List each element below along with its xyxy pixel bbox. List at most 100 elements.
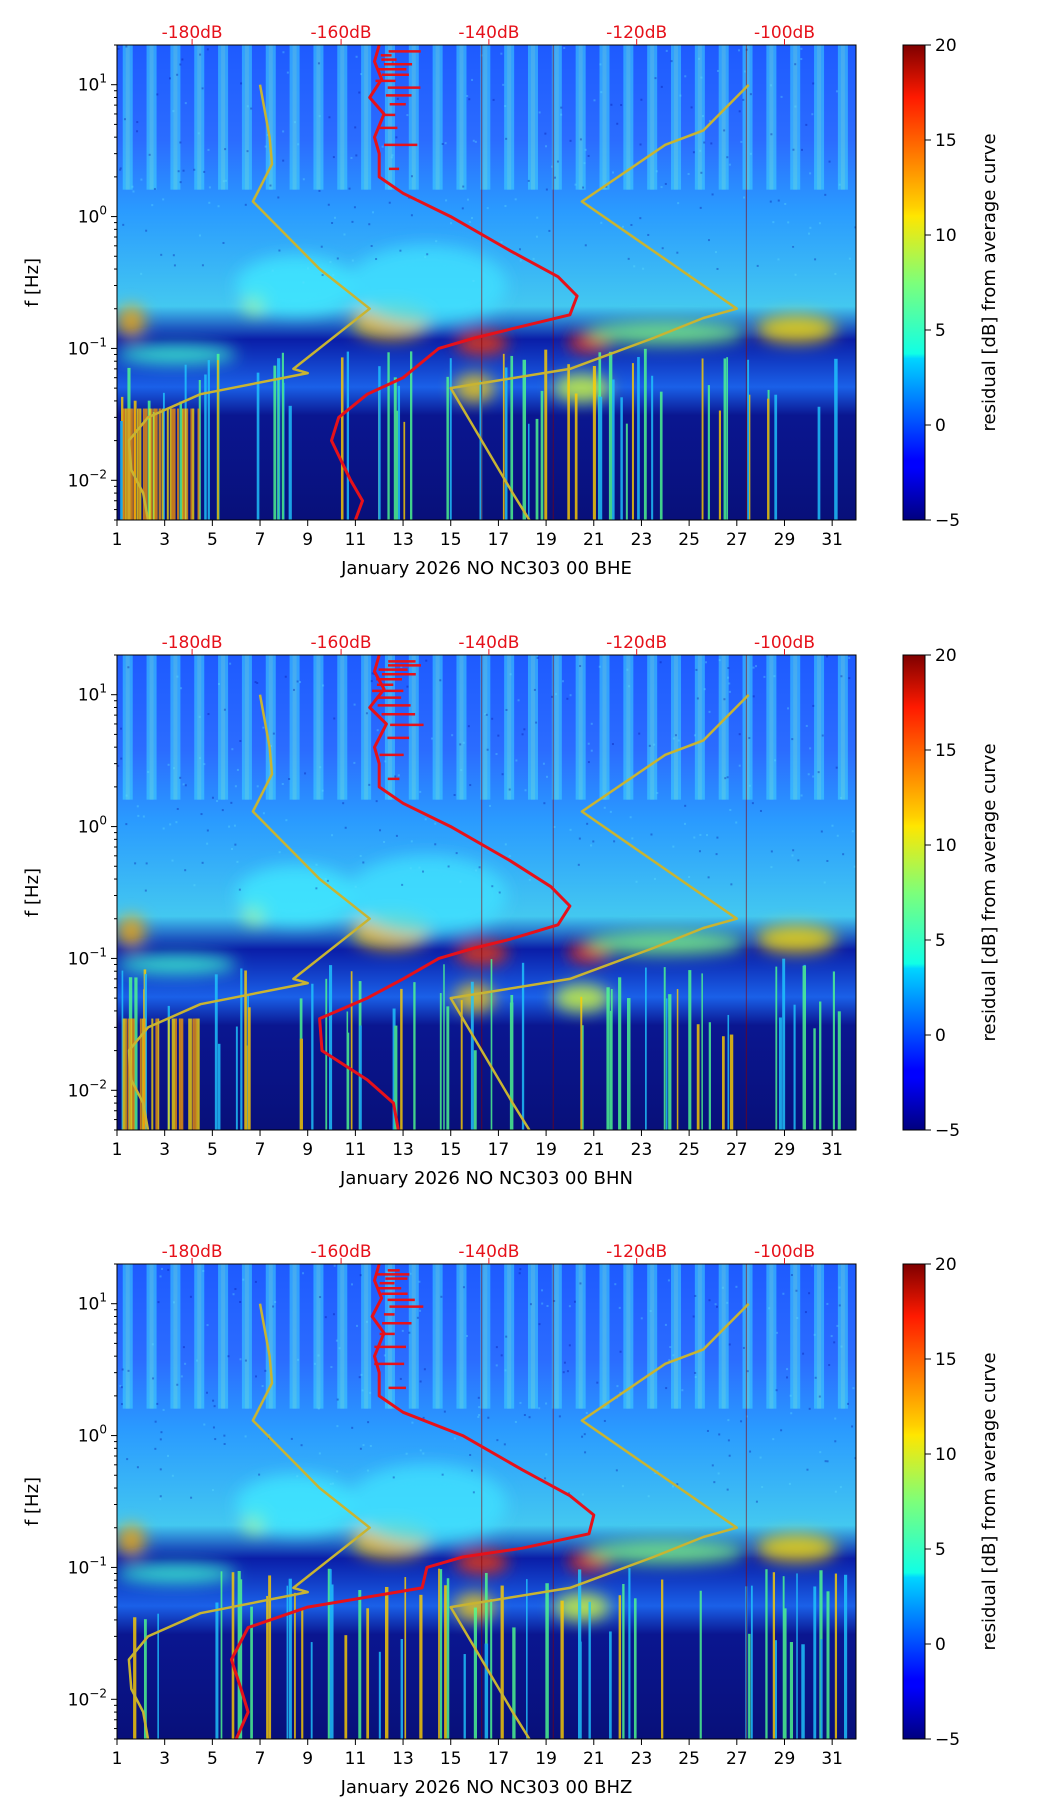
speckle — [728, 163, 731, 166]
microseism-blob — [756, 925, 837, 954]
speckle — [406, 685, 409, 688]
noise-column — [127, 408, 130, 520]
speckle — [640, 98, 643, 101]
speckle — [394, 775, 397, 778]
speckle — [434, 843, 437, 846]
speckle — [375, 258, 378, 261]
diurnal-stripe — [671, 1264, 682, 1409]
transient-spike — [659, 391, 663, 520]
speckle — [469, 784, 472, 787]
transient-spike — [311, 983, 314, 1130]
noise-column — [171, 1018, 174, 1130]
diurnal-stripe — [575, 45, 586, 190]
diurnal-stripe — [122, 1264, 133, 1409]
transient-spike — [358, 1590, 362, 1739]
transient-spike — [837, 1011, 841, 1130]
diurnal-stripe-core — [435, 45, 440, 190]
x-tick-label: 15 — [440, 1749, 462, 1769]
speckle — [538, 111, 541, 114]
top-db-label: -160dB — [311, 1242, 372, 1262]
y-tick-exponent: −1 — [89, 1554, 107, 1568]
diurnal-stripe — [480, 1264, 491, 1409]
spectrogram-plot-area — [117, 45, 856, 520]
speckle — [701, 115, 704, 118]
speckle — [358, 91, 361, 94]
diurnal-stripe-core — [411, 45, 416, 190]
speckle — [618, 1306, 621, 1309]
speckle — [120, 757, 123, 760]
transient-spike — [817, 406, 821, 520]
speckle — [587, 154, 590, 157]
speckle — [677, 739, 680, 742]
transient-spike — [419, 1594, 423, 1739]
diurnal-stripe — [814, 1264, 825, 1409]
diurnal-stripe — [241, 45, 252, 190]
speckle — [738, 49, 741, 52]
speckle — [250, 107, 253, 110]
noise-column — [149, 408, 152, 520]
transient-spike — [775, 966, 778, 1130]
speckle — [795, 1289, 798, 1292]
diurnal-stripe-core — [840, 655, 845, 800]
speckle — [353, 703, 356, 706]
speckle — [336, 257, 339, 260]
speckle — [176, 1383, 179, 1386]
speckle — [587, 761, 590, 764]
speckle — [202, 1269, 205, 1272]
speckle — [647, 233, 650, 236]
speckle — [365, 712, 368, 715]
speckle — [203, 1423, 206, 1426]
speckle — [714, 1303, 717, 1306]
speckle — [698, 57, 701, 60]
top-db-label: -180dB — [162, 1242, 223, 1262]
speckle — [410, 840, 413, 843]
speckle — [453, 793, 456, 796]
transient-spike — [609, 1631, 612, 1739]
speckle — [672, 737, 675, 740]
colorbar-tick-label: 15 — [935, 741, 957, 761]
speckle — [817, 771, 820, 774]
speckle — [282, 130, 285, 133]
diurnal-stripe — [527, 655, 538, 800]
speckle — [282, 159, 285, 162]
diurnal-stripe — [599, 1264, 610, 1409]
diurnal-stripe — [766, 45, 777, 190]
speckle — [147, 770, 150, 773]
speckle — [772, 1438, 775, 1441]
diurnal-stripe — [265, 1264, 276, 1409]
noise-column — [181, 1018, 184, 1130]
speckle — [156, 93, 159, 96]
speckle — [359, 1274, 362, 1277]
transient-spike — [750, 1585, 753, 1739]
diurnal-stripe-core — [244, 1264, 249, 1409]
speckle — [838, 183, 841, 186]
microseism-blob — [346, 245, 507, 326]
speckle — [336, 1470, 339, 1473]
speckle — [470, 217, 473, 220]
speckle — [319, 1296, 322, 1299]
speckle — [830, 1335, 833, 1338]
diurnal-stripe — [647, 1264, 658, 1409]
diurnal-stripe-core — [364, 655, 369, 800]
speckle — [569, 139, 572, 142]
speckle — [523, 728, 526, 731]
speckle — [329, 1483, 332, 1486]
diurnal-stripe — [146, 655, 157, 800]
diurnal-stripe-core — [483, 655, 488, 800]
speckle — [727, 667, 730, 670]
speckle — [212, 1426, 215, 1429]
speckle — [376, 729, 379, 732]
diurnal-stripe-core — [650, 45, 655, 190]
diurnal-stripes — [122, 655, 848, 800]
diurnal-stripe-core — [221, 1264, 226, 1409]
x-tick-label: 23 — [631, 1749, 653, 1769]
transient-spike — [439, 1569, 443, 1739]
transient-spike — [510, 355, 514, 520]
speckle — [383, 840, 386, 843]
speckle — [521, 733, 524, 736]
noise-column — [177, 408, 180, 520]
speckle — [162, 827, 165, 830]
speckle — [598, 665, 601, 668]
top-db-label: -120dB — [606, 1242, 667, 1262]
speckle — [424, 256, 427, 259]
